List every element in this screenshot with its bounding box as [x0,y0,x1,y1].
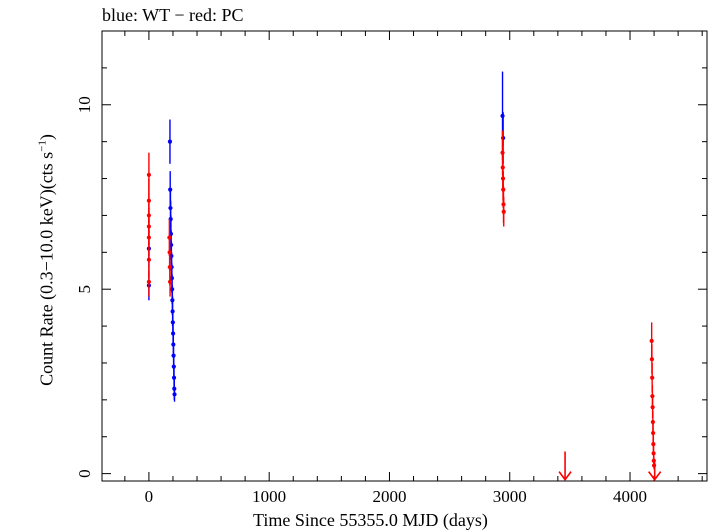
chart-title: blue: WT − red: PC [102,5,244,25]
data-point [501,209,506,214]
y-axis-label-end: ) [36,134,57,141]
data-point [651,458,656,463]
data-point [168,187,173,192]
data-point [649,338,654,343]
data-point [650,419,655,425]
axis-ticks: 0 1000 2000 3000 4000 0 5 10 [75,30,707,506]
y-tick-label: 0 [75,469,94,478]
y-tick-label: 5 [75,285,94,294]
data-point [167,279,173,284]
plot-frame [101,30,708,482]
upper-limit-arrowhead [648,471,662,481]
y-tick-label: 10 [75,96,94,113]
x-tick-label: 1000 [252,487,286,506]
data-point [651,430,656,436]
x-tick-label: 0 [145,487,154,506]
data-point [651,442,656,447]
data-point [650,375,655,380]
y-axis-label-exponent: −1 [36,140,49,152]
upper-limit-arrowhead [558,471,572,481]
data-point [146,279,152,284]
data-marks [146,71,662,481]
data-point [146,172,152,177]
x-axis-label: Time Since 55355.0 MJD (days) [253,510,488,530]
x-tick-label: 2000 [372,487,406,506]
data-point [651,451,656,456]
y-axis-label-main: Count Rate (0.3−10.0 keV)(cts s [36,151,57,386]
x-tick-label: 4000 [613,487,647,506]
data-point [146,257,152,262]
data-point [167,139,173,144]
data-point [146,235,152,240]
x-tick-label: 3000 [493,487,527,506]
data-point [649,357,655,362]
y-axis-label: Count Rate (0.3−10.0 keV)(cts s−1) [37,134,58,386]
data-point [650,405,655,410]
data-point [172,392,177,397]
